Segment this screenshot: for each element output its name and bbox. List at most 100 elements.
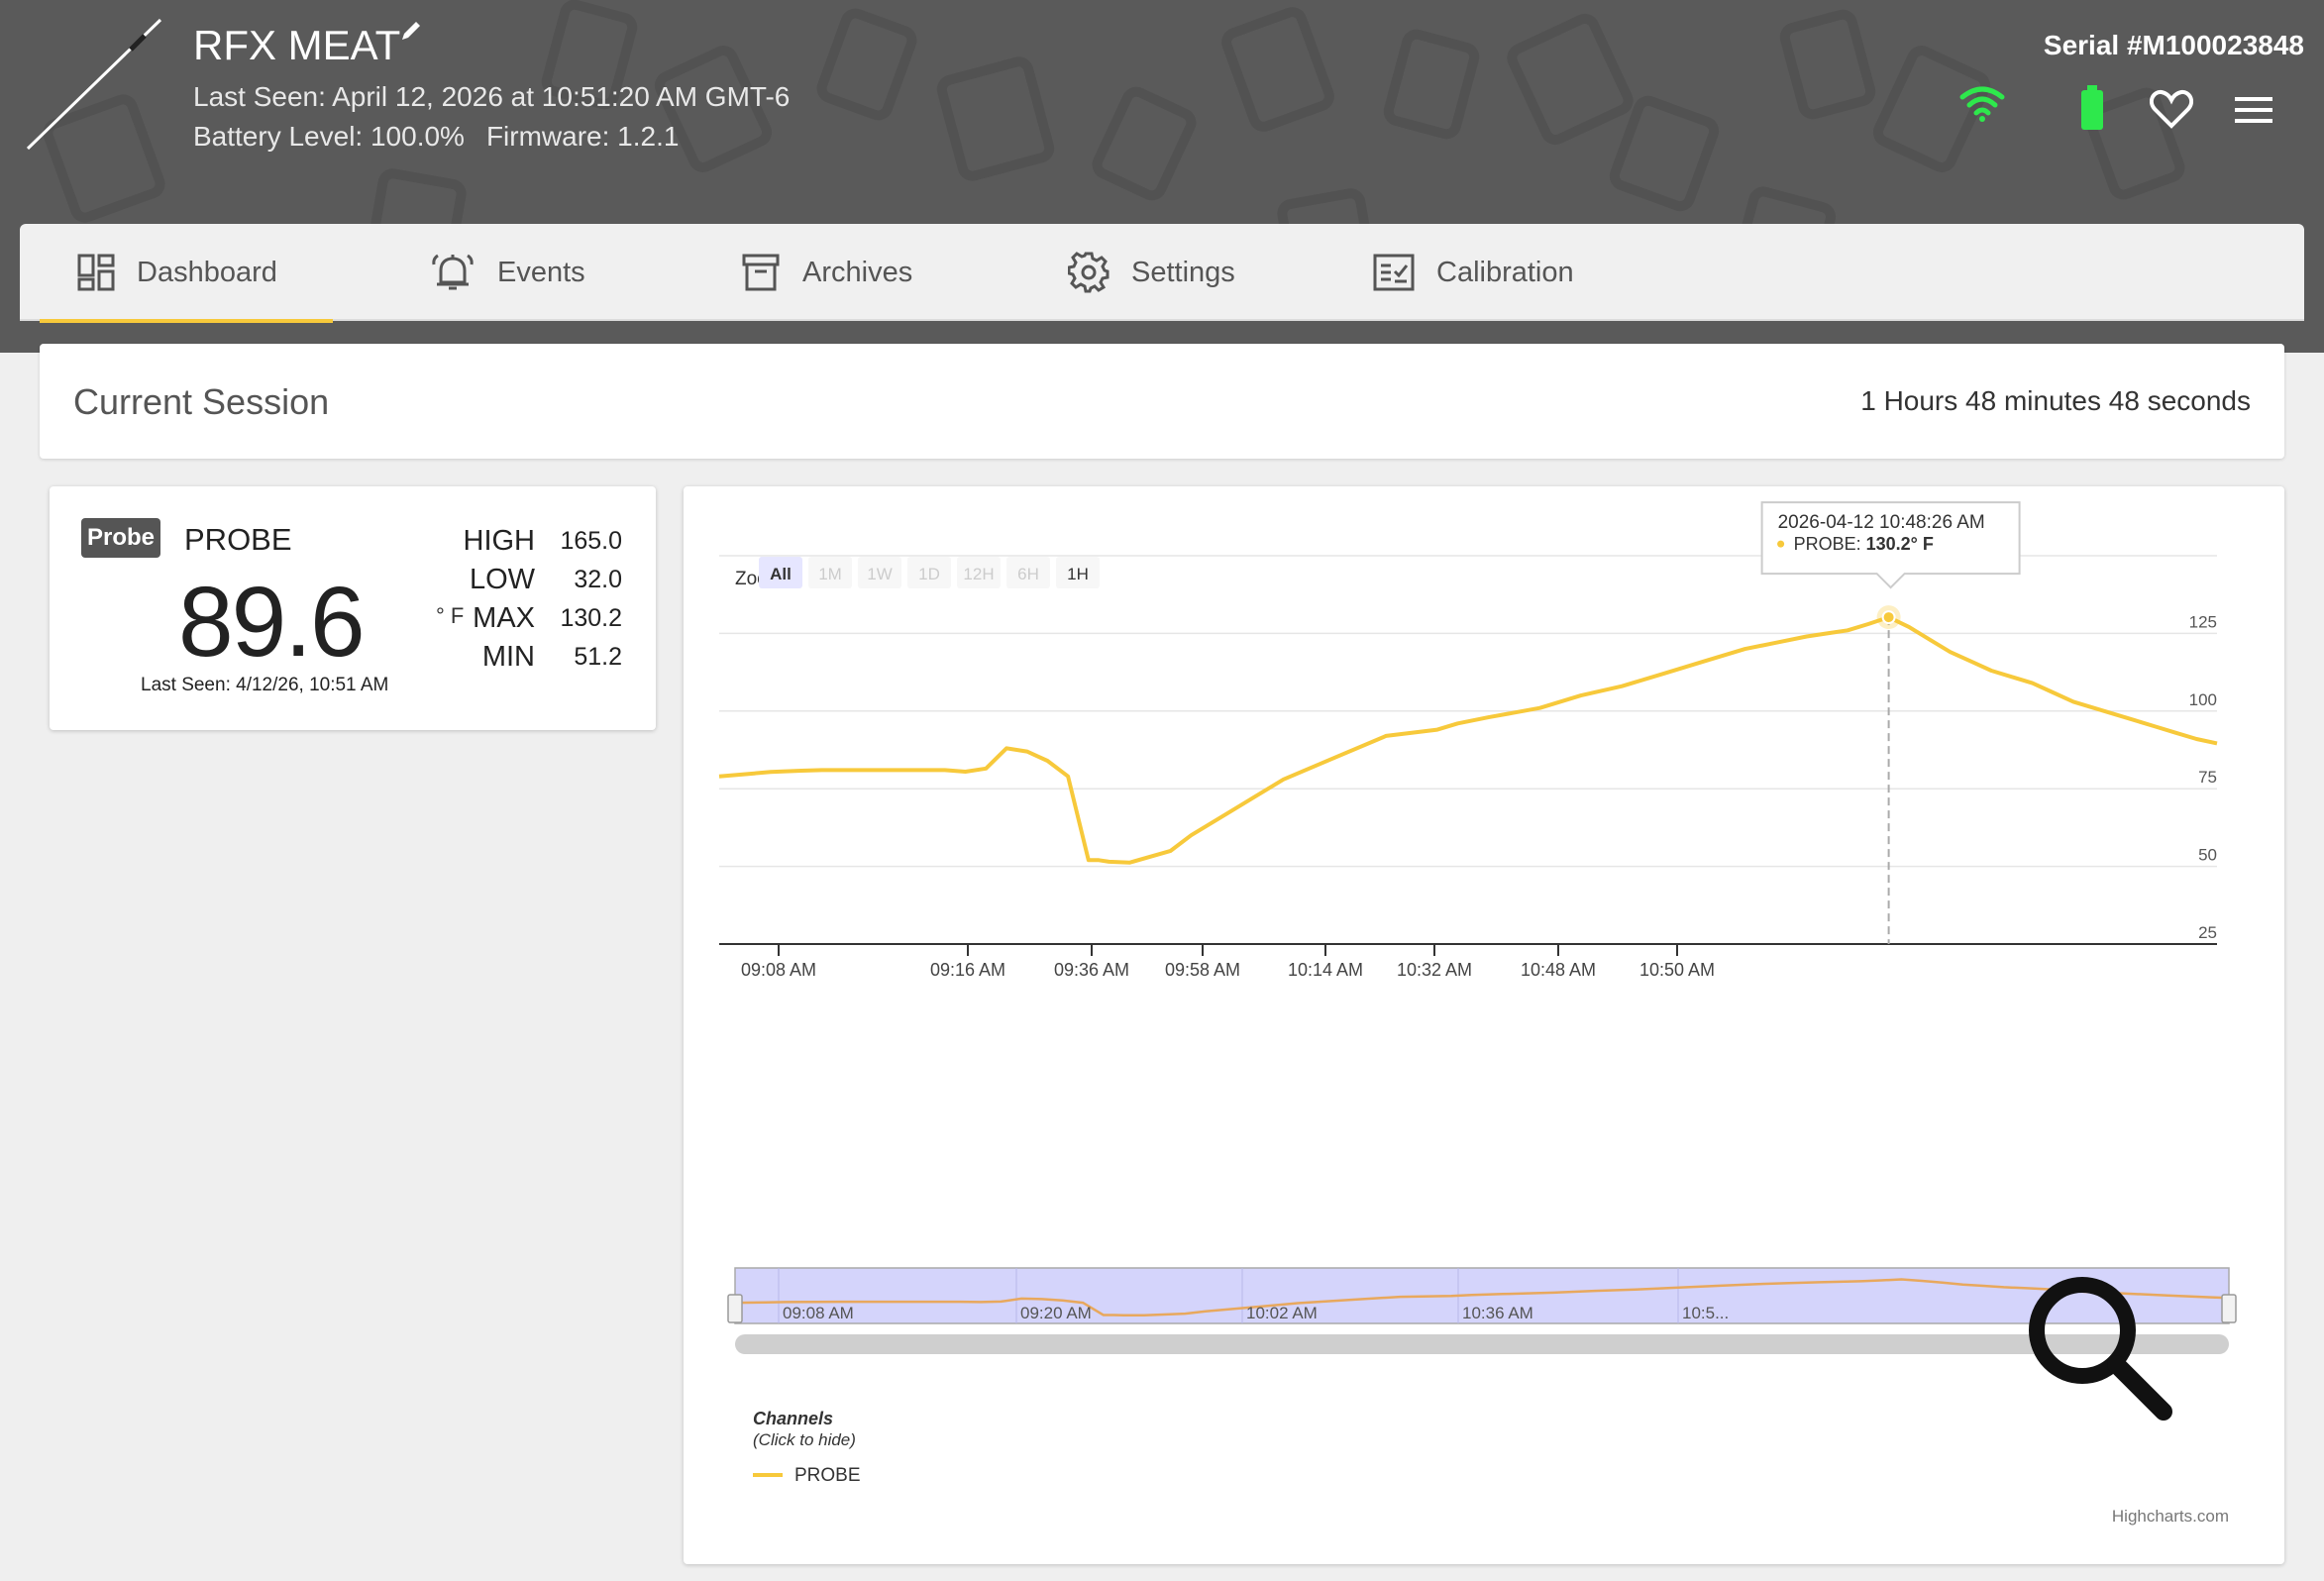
chart-tooltip: 2026-04-12 10:48:26 AM PROBE: 130.2° F xyxy=(1760,501,2021,589)
current-session-bar: Current Session 1 Hours 48 minutes 48 se… xyxy=(40,344,2284,459)
firmware-text: Firmware: 1.2.1 xyxy=(485,121,680,152)
probe-last-seen: Last Seen: 4/12/26, 10:51 AM xyxy=(141,675,389,695)
stat-label: HIGH xyxy=(463,525,536,557)
zoom-button-bg xyxy=(957,557,1001,588)
tab-dashboard[interactable]: Dashboard xyxy=(40,224,333,323)
stat-value: 32.0 xyxy=(574,566,622,593)
x-tick-label: 10:32 AM xyxy=(1397,960,1472,980)
series-probe-line[interactable] xyxy=(718,615,2218,865)
stat-max: MAX 130.2 xyxy=(426,599,622,638)
x-axis: 09:08 AM 09:16 AM 09:36 AM 09:58 AM 10:14 AM… xyxy=(719,943,2217,980)
probe-logo-icon xyxy=(26,18,162,151)
stat-high: HIGH 165.0 xyxy=(426,522,623,561)
zoom-button-12h: 12H xyxy=(957,557,1001,588)
magnifier-icon[interactable] xyxy=(2029,1277,2172,1421)
zoom-button-bg xyxy=(907,557,951,588)
dashboard-icon xyxy=(77,254,115,291)
zoom-button-label: All xyxy=(770,565,792,583)
stat-value: 130.2 xyxy=(560,604,622,632)
zoom-button-1d: 1D xyxy=(907,557,951,588)
y-tick-label: 100 xyxy=(2189,690,2217,709)
zoom-button-1h[interactable]: 1H xyxy=(1056,557,1100,588)
probe-temperature: 89.6 xyxy=(178,567,366,678)
session-duration: 1 Hours 48 minutes 48 seconds xyxy=(1860,385,2251,416)
tooltip-series: PROBE: xyxy=(1794,534,1861,554)
tab-label: Archives xyxy=(802,256,913,288)
chart-legend: Channels (Click to hide) PROBE xyxy=(753,1409,861,1486)
highlight-point[interactable] xyxy=(1881,610,1896,625)
tab-label: Events xyxy=(497,256,585,288)
tab-calibration[interactable]: Calibration xyxy=(1373,224,1574,321)
probe-badge: Probe xyxy=(81,518,161,558)
x-tick-label: 10:48 AM xyxy=(1521,960,1596,980)
stat-low: LOW 32.0 xyxy=(426,561,622,599)
legend-item-probe[interactable]: PROBE xyxy=(753,1465,861,1486)
legend-title: Channels xyxy=(753,1409,833,1428)
wifi-icon[interactable] xyxy=(1957,83,2007,123)
navigator-label: 09:08 AM xyxy=(783,1304,854,1322)
heart-icon[interactable] xyxy=(2150,89,2193,129)
navigator-labels: 09:08 AM 09:20 AM 10:02 AM 10:36 AM 10:5... xyxy=(783,1304,1729,1322)
x-tick-label: 09:58 AM xyxy=(1165,960,1240,980)
tab-label: Dashboard xyxy=(137,256,277,288)
probe-stats: HIGH 165.0 LOW 32.0 MAX 130.2 MIN 51.2 xyxy=(426,522,623,677)
tooltip-value: 130.2° F xyxy=(1866,534,1934,554)
zoom-button-bg xyxy=(858,557,901,588)
zoom-button-bg xyxy=(1056,557,1100,588)
zoom-button-6h: 6H xyxy=(1006,557,1050,588)
tooltip-series-line: PROBE: 130.2° F xyxy=(1794,534,1934,554)
tab-label: Settings xyxy=(1131,256,1235,288)
temperature-unit: ° F xyxy=(436,603,465,628)
y-tick-label: 50 xyxy=(2198,846,2217,865)
y-tick-label: 125 xyxy=(2189,612,2217,631)
tab-archives[interactable]: Archives xyxy=(741,224,912,321)
probe-card[interactable]: Probe PROBE 89.6 ° F Last Seen: 4/12/26,… xyxy=(50,486,656,730)
main-nav: Dashboard Events Archives Settings xyxy=(20,224,2304,323)
zoom-button-bg xyxy=(1006,557,1050,588)
zoom-button-label: 1D xyxy=(918,565,940,583)
serial-number: Serial #M100023848 xyxy=(2043,30,2304,60)
x-tick-label: 09:08 AM xyxy=(741,960,816,980)
stat-label: MIN xyxy=(481,641,535,673)
y-axis-ticks: 125 100 75 50 25 xyxy=(2189,612,2217,942)
navigator-label: 09:20 AM xyxy=(1020,1304,1092,1322)
zoom-button-label: 6H xyxy=(1017,565,1039,583)
legend-subtitle: (Click to hide) xyxy=(753,1430,856,1449)
zoom-button-1w: 1W xyxy=(858,557,901,588)
checklist-icon xyxy=(1373,254,1415,291)
x-tick-label: 09:36 AM xyxy=(1054,960,1129,980)
stat-value: 165.0 xyxy=(560,527,622,555)
navigator-label: 10:36 AM xyxy=(1462,1304,1533,1322)
tab-events[interactable]: Events xyxy=(430,224,585,321)
navigator-label: 10:02 AM xyxy=(1246,1304,1318,1322)
zoom-button-label: 1W xyxy=(867,565,893,583)
stat-label: LOW xyxy=(469,564,535,595)
probe-name: PROBE xyxy=(184,522,292,557)
chart-credits[interactable]: Highcharts.com xyxy=(2112,1507,2229,1526)
y-tick-label: 75 xyxy=(2198,768,2217,787)
edit-pencil-icon[interactable] xyxy=(396,18,426,48)
battery-icon xyxy=(2081,85,2103,130)
navigator-scrollbar[interactable] xyxy=(735,1334,2229,1354)
chart-gridlines xyxy=(719,555,2217,868)
menu-icon[interactable] xyxy=(2235,95,2274,125)
bell-icon xyxy=(432,254,474,290)
x-tick-label: 09:16 AM xyxy=(930,960,1005,980)
tab-label: Calibration xyxy=(1436,256,1574,288)
x-tick-label: 10:50 AM xyxy=(1639,960,1715,980)
navigator-handle-left[interactable] xyxy=(727,1294,743,1323)
zoom-button-all[interactable]: All xyxy=(759,557,802,588)
zoom-button-1m: 1M xyxy=(808,557,852,588)
tooltip-dot-icon xyxy=(1777,540,1785,548)
archive-icon xyxy=(742,254,780,291)
tab-settings[interactable]: Settings xyxy=(1068,224,1235,321)
navigator-handle-right[interactable] xyxy=(2221,1294,2237,1323)
device-status-line: Battery Level: 100.0% Firmware: 1.2.1 xyxy=(193,121,679,153)
zoom-button-label: 12H xyxy=(963,565,994,583)
tooltip-box xyxy=(1760,501,2021,589)
battery-level-text: Battery Level: 100.0% xyxy=(193,121,465,152)
y-tick-label: 25 xyxy=(2198,923,2217,942)
navigator[interactable]: 09:08 AM 09:20 AM 10:02 AM 10:36 AM 10:5... xyxy=(727,1267,2237,1354)
